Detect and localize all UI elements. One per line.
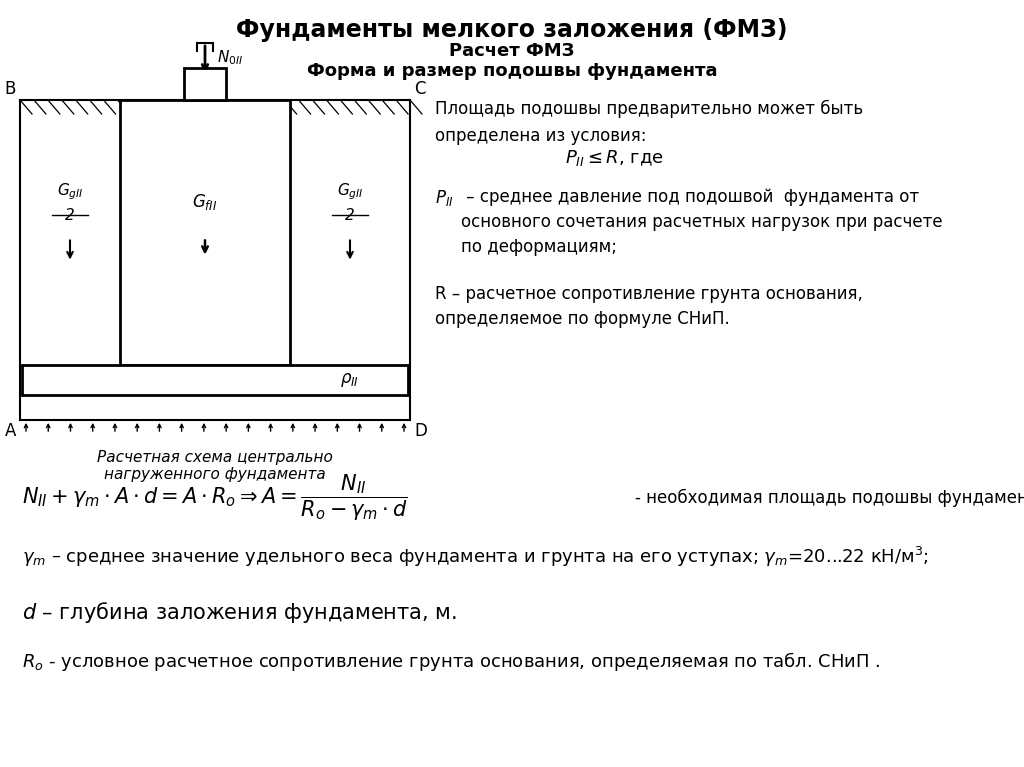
Text: - необходимая площадь подошвы фундамента.: - необходимая площадь подошвы фундамента… xyxy=(635,489,1024,507)
Text: Фундаменты мелкого заложения (ФМЗ): Фундаменты мелкого заложения (ФМЗ) xyxy=(237,18,787,42)
Text: $P_{II} \leq R$, где: $P_{II} \leq R$, где xyxy=(565,148,664,168)
Text: Расчетная схема центрально
нагруженного фундамента: Расчетная схема центрально нагруженного … xyxy=(97,450,333,482)
Text: $N_{II} + \gamma_m \cdot A \cdot d = A \cdot R_o \Rightarrow A = \dfrac{N_{II}}{: $N_{II} + \gamma_m \cdot A \cdot d = A \… xyxy=(22,473,408,523)
Text: $N_{0II}$: $N_{0II}$ xyxy=(217,48,243,67)
Text: Площадь подошвы предварительно может быть
определена из условия:: Площадь подошвы предварительно может быт… xyxy=(435,100,863,145)
Text: $R_o$ - условное расчетное сопротивление грунта основания, определяемая по табл.: $R_o$ - условное расчетное сопротивление… xyxy=(22,650,881,673)
Text: $G_{gII}$: $G_{gII}$ xyxy=(337,182,364,202)
Text: R – расчетное сопротивление грунта основания,
определяемое по формуле СНиП.: R – расчетное сопротивление грунта основ… xyxy=(435,285,863,328)
Bar xyxy=(184,68,226,100)
Text: C: C xyxy=(414,80,426,98)
Text: Форма и размер подошвы фундамента: Форма и размер подошвы фундамента xyxy=(307,62,717,80)
Text: A: A xyxy=(5,422,16,440)
Text: $P_{II}$: $P_{II}$ xyxy=(435,188,454,208)
Text: $G_{gII}$: $G_{gII}$ xyxy=(56,182,83,202)
Text: D: D xyxy=(414,422,427,440)
Text: $d$ – глубина заложения фундамента, м.: $d$ – глубина заложения фундамента, м. xyxy=(22,600,457,625)
Text: 2: 2 xyxy=(66,208,75,222)
Text: $\rho_{II}$: $\rho_{II}$ xyxy=(340,371,359,389)
Text: $G_{fII}$: $G_{fII}$ xyxy=(193,193,218,212)
Text: – среднее давление под подошвой  фундамента от
основного сочетания расчетных наг: – среднее давление под подошвой фундамен… xyxy=(461,188,943,256)
Bar xyxy=(22,365,408,395)
Bar xyxy=(120,100,290,365)
Text: 2: 2 xyxy=(345,208,355,222)
Text: $\gamma_m$ – среднее значение удельного веса фундамента и грунта на его уступах;: $\gamma_m$ – среднее значение удельного … xyxy=(22,545,929,569)
Text: B: B xyxy=(5,80,16,98)
Text: Расчет ФМЗ: Расчет ФМЗ xyxy=(450,42,574,60)
